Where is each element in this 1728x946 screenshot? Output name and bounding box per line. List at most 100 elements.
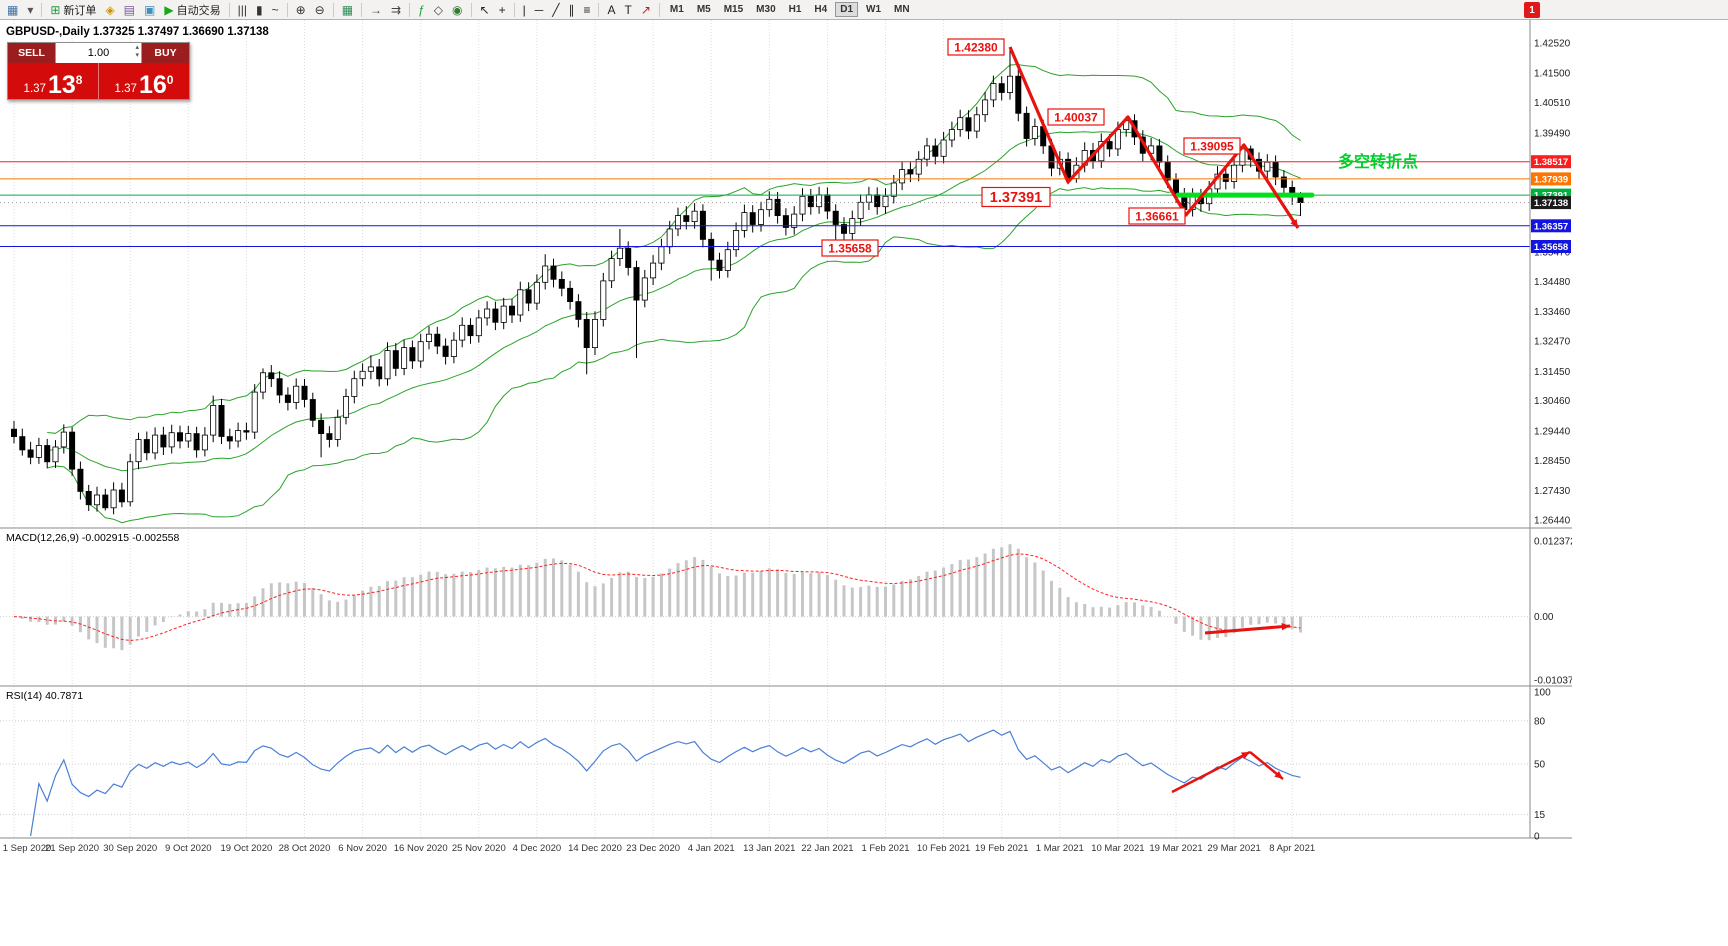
candle-body xyxy=(19,436,26,451)
channel-icon[interactable]: ∥ xyxy=(564,0,578,19)
price-tick: 1.26440 xyxy=(1534,515,1571,526)
label-icon[interactable]: T xyxy=(621,0,636,19)
price-tick: 1.32470 xyxy=(1534,337,1571,348)
auto-scroll-icon[interactable]: → xyxy=(366,0,386,19)
timeframe-d1[interactable]: D1 xyxy=(835,2,859,17)
candle-body xyxy=(309,399,316,421)
timeframe-mn[interactable]: MN xyxy=(894,4,910,15)
rsi-tick: 0 xyxy=(1534,832,1540,843)
crosshair-icon[interactable]: + xyxy=(495,0,510,19)
candle-body xyxy=(500,305,507,323)
price-chart[interactable]: 1.42520 1.41500 1.40510 1.39490 1.35470 1.344… xyxy=(0,20,1572,866)
price-tick: 1.31450 xyxy=(1534,367,1571,378)
candle-body xyxy=(592,318,599,348)
candle-body xyxy=(492,308,499,323)
arrows-icon[interactable]: ↗ xyxy=(637,0,655,19)
line-chart-icon-glyph: ~ xyxy=(271,2,279,17)
chart-shift-icon[interactable]: ⇉ xyxy=(387,0,405,19)
rsi-tick: 15 xyxy=(1534,810,1546,821)
horizontal-line-icon[interactable]: ─ xyxy=(531,0,548,19)
candle-body xyxy=(932,145,939,157)
trend-arrow xyxy=(1008,46,1300,229)
candle-body xyxy=(683,215,690,222)
timeframe-w1[interactable]: W1 xyxy=(866,4,882,15)
objects-icon[interactable]: ◇ xyxy=(430,0,447,19)
candle-body xyxy=(259,372,266,393)
date-tick: 19 Oct 2020 xyxy=(221,843,273,854)
macd-signal-line xyxy=(13,553,1301,642)
indicators-icon-glyph: ƒ xyxy=(418,2,425,17)
annotations[interactable]: 1.42380 1.40037 1.39095 1.37391 1.36661 1.356… xyxy=(821,38,1418,794)
indicators-icon[interactable]: ƒ xyxy=(414,0,429,19)
buy-button[interactable]: BUY xyxy=(142,43,189,63)
periods-icon-glyph: ◉ xyxy=(452,2,463,17)
candle-body xyxy=(484,308,491,319)
candles xyxy=(10,47,1304,515)
candle-body xyxy=(210,404,217,436)
candle-body xyxy=(44,445,51,463)
notification-badge[interactable]: 1 xyxy=(1524,2,1540,18)
candlestick-chart-icon-glyph: ▮ xyxy=(255,2,263,17)
trendline-icon[interactable]: ╱ xyxy=(548,0,563,19)
price-tick: 1.39490 xyxy=(1534,128,1571,139)
price-tick: 1.40510 xyxy=(1534,98,1571,109)
buy-price[interactable]: 1.37 16 0 xyxy=(99,63,189,99)
expert-advisors-icon-glyph: ◈ xyxy=(105,2,115,17)
tile-windows-icon[interactable]: ▦ xyxy=(338,0,357,19)
arrows-icon-glyph: ↗ xyxy=(640,2,651,17)
zoom-out-icon[interactable]: ⊖ xyxy=(311,0,329,19)
charts-icon[interactable]: ▦ xyxy=(3,0,22,19)
price-callout-box xyxy=(1183,137,1241,155)
bar-chart-icon[interactable]: ||| xyxy=(234,0,251,19)
candlestick-chart-icon[interactable]: ▮ xyxy=(252,0,267,19)
chart-ohlc-header: GBPUSD-,Daily 1.37325 1.37497 1.36690 1.… xyxy=(6,26,269,38)
fibonacci-icon[interactable]: ≡ xyxy=(579,0,594,19)
date-tick: 19 Feb 2021 xyxy=(975,843,1028,854)
lot-size-input[interactable]: 1.00 ▴ ▾ xyxy=(55,43,142,63)
price-tick: 1.33460 xyxy=(1534,307,1571,318)
spinner-down-icon[interactable]: ▾ xyxy=(135,52,139,59)
price-divider xyxy=(98,63,99,99)
timeframe-m1[interactable]: M1 xyxy=(669,4,684,15)
alerts-icon[interactable]: ▣ xyxy=(140,0,159,19)
date-tick: 1 Sep 2020 xyxy=(3,843,52,854)
line-chart-icon[interactable]: ~ xyxy=(268,0,283,19)
timeframe-h4[interactable]: H4 xyxy=(814,4,828,15)
timeframe-m5[interactable]: M5 xyxy=(696,4,711,15)
candle-body xyxy=(899,169,906,184)
periods-icon[interactable]: ◉ xyxy=(448,0,466,19)
cursor-icon-glyph: ↖ xyxy=(479,2,490,17)
candle-body xyxy=(940,139,947,157)
date-tick: 9 Oct 2020 xyxy=(165,843,211,854)
timeframe-m15[interactable]: M15 xyxy=(723,4,744,15)
text-icon[interactable]: A xyxy=(603,0,619,19)
macd-pane xyxy=(0,544,1530,651)
new-order-button[interactable]: ⊞ 新订单 xyxy=(46,0,100,19)
candle-body xyxy=(434,333,441,347)
buy-price-sup: 0 xyxy=(166,73,174,87)
candle-body xyxy=(1015,75,1022,114)
price-callout-box xyxy=(981,186,1051,208)
timeframe-m30[interactable]: M30 xyxy=(756,4,776,15)
candle-body xyxy=(1297,196,1304,204)
candle-body xyxy=(766,198,773,211)
sell-price[interactable]: 1.37 13 8 xyxy=(8,63,98,99)
vertical-line-icon[interactable]: | xyxy=(519,0,530,19)
sell-button[interactable]: SELL xyxy=(8,43,55,63)
auto-trading-button[interactable]: ▶ 自动交易 xyxy=(160,0,224,19)
zoom-in-icon[interactable]: ⊕ xyxy=(292,0,310,19)
candle-body xyxy=(326,433,333,440)
scripts-icon[interactable]: ▤ xyxy=(120,0,139,19)
candle-body xyxy=(1023,112,1030,139)
candle-body xyxy=(409,347,416,362)
timeframe-h1[interactable]: H1 xyxy=(788,4,802,15)
chart-dropdown-icon[interactable]: ▾ xyxy=(23,0,37,19)
cursor-icon[interactable]: ↖ xyxy=(476,0,494,19)
spinner-up-icon[interactable]: ▴ xyxy=(135,44,139,51)
candle-body xyxy=(1007,75,1014,93)
candle-body xyxy=(525,289,532,304)
expert-advisors-icon[interactable]: ◈ xyxy=(101,0,118,19)
price-axis[interactable]: 1.42520 1.41500 1.40510 1.39490 1.35470 1.344… xyxy=(0,20,1572,843)
lot-spinner[interactable]: ▴ ▾ xyxy=(135,44,139,60)
